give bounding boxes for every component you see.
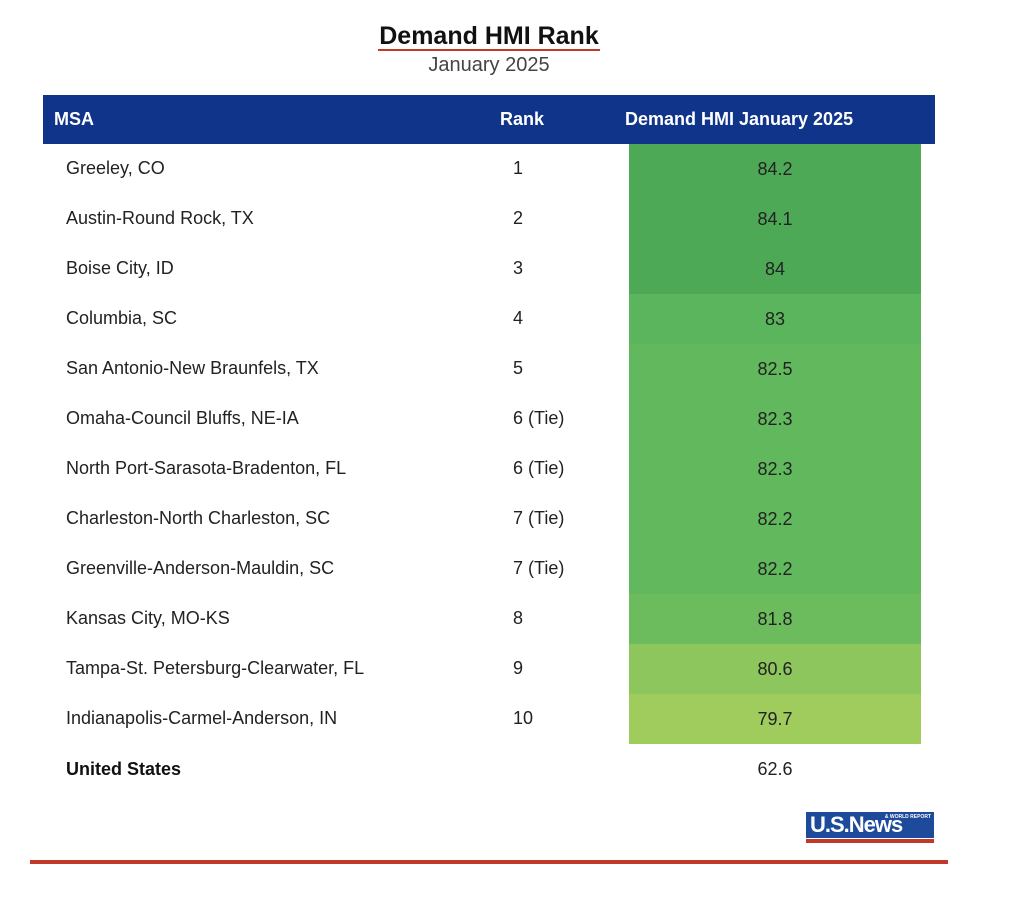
- table-header: MSA Rank Demand HMI January 2025: [43, 95, 935, 144]
- table-row: Tampa-St. Petersburg-Clearwater, FL 9 80.6: [43, 644, 935, 694]
- row-rank: 3: [513, 258, 524, 278]
- row-rank: 7 (Tie): [513, 508, 565, 528]
- table-row: Austin-Round Rock, TX 2 84.1: [43, 194, 935, 244]
- usnews-logo-bar: [806, 839, 934, 843]
- usnews-logo-tagline: & WORLD REPORT: [884, 814, 931, 820]
- row-hmi-value: 82.3: [629, 444, 921, 494]
- chart-title: Demand HMI Rank: [0, 22, 978, 51]
- row-hmi-value: 84: [629, 244, 921, 294]
- total-row-value: 62.6: [757, 759, 793, 779]
- row-hmi-value: 82.2: [629, 494, 921, 544]
- row-hmi-value: 82.5: [629, 344, 921, 394]
- row-hmi-value: 84.1: [629, 194, 921, 244]
- row-msa: Columbia, SC: [66, 308, 178, 328]
- table-row: Greenville-Anderson-Mauldin, SC 7 (Tie) 82…: [43, 544, 935, 594]
- row-rank: 7 (Tie): [513, 558, 565, 578]
- table-row: Boise City, ID 3 84: [43, 244, 935, 294]
- table-row: Charleston-North Charleston, SC 7 (Tie) 82…: [43, 494, 935, 544]
- row-msa: Tampa-St. Petersburg-Clearwater, FL: [66, 658, 365, 678]
- row-hmi-value: 80.6: [629, 644, 921, 694]
- chart-title-text: Demand HMI Rank: [378, 22, 600, 51]
- row-hmi-value: 81.8: [629, 594, 921, 644]
- row-msa: Indianapolis-Carmel-Anderson, IN: [66, 708, 338, 728]
- usnews-logo-wordmark: U.S.News: [806, 812, 934, 838]
- chart-subtitle: January 2025: [428, 54, 550, 76]
- row-msa: Omaha-Council Bluffs, NE-IA: [66, 408, 299, 428]
- footer-rule: [30, 860, 948, 864]
- header-msa: MSA: [54, 109, 94, 129]
- row-hmi-value: 82.3: [629, 394, 921, 444]
- row-hmi-value: 83: [629, 294, 921, 344]
- table-row: Omaha-Council Bluffs, NE-IA 6 (Tie) 82.3: [43, 394, 935, 444]
- table-row: Columbia, SC 4 83: [43, 294, 935, 344]
- row-msa: Austin-Round Rock, TX: [66, 208, 254, 228]
- row-rank: 10: [513, 708, 534, 728]
- row-msa: Kansas City, MO-KS: [66, 608, 230, 628]
- table-row: Kansas City, MO-KS 8 81.8: [43, 594, 935, 644]
- header-rank: Rank: [500, 109, 545, 129]
- row-msa: Charleston-North Charleston, SC: [66, 508, 331, 528]
- row-msa: North Port-Sarasota-Bradenton, FL: [66, 458, 347, 478]
- row-rank: 5: [513, 358, 524, 378]
- table-row: Indianapolis-Carmel-Anderson, IN 10 79.7: [43, 694, 935, 744]
- row-msa: Boise City, ID: [66, 258, 174, 278]
- row-msa: San Antonio-New Braunfels, TX: [66, 358, 319, 378]
- row-rank: 2: [513, 208, 524, 228]
- row-rank: 6 (Tie): [513, 408, 565, 428]
- usnews-logo: U.S.News & WORLD REPORT: [806, 812, 934, 844]
- header-demand-hmi: Demand HMI January 2025: [625, 109, 854, 129]
- row-rank: 8: [513, 608, 524, 628]
- row-hmi-value: 79.7: [629, 694, 921, 744]
- table-row: North Port-Sarasota-Bradenton, FL 6 (Tie)…: [43, 444, 935, 494]
- table-row: Greeley, CO 1 84.2: [43, 144, 935, 194]
- row-hmi-value: 84.2: [629, 144, 921, 194]
- row-hmi-value: 82.2: [629, 544, 921, 594]
- table-row: San Antonio-New Braunfels, TX 5 82.5: [43, 344, 935, 394]
- row-rank: 1: [513, 158, 524, 178]
- row-msa: Greenville-Anderson-Mauldin, SC: [66, 558, 335, 578]
- total-row-label: United States: [66, 759, 182, 779]
- row-msa: Greeley, CO: [66, 158, 165, 178]
- row-rank: 4: [513, 308, 524, 328]
- row-rank: 6 (Tie): [513, 458, 565, 478]
- total-row: United States 62.6: [43, 744, 935, 794]
- row-rank: 9: [513, 658, 524, 678]
- table-body: Greeley, CO 1 84.2 Austin-Round Rock, TX 2 84…: [43, 144, 935, 744]
